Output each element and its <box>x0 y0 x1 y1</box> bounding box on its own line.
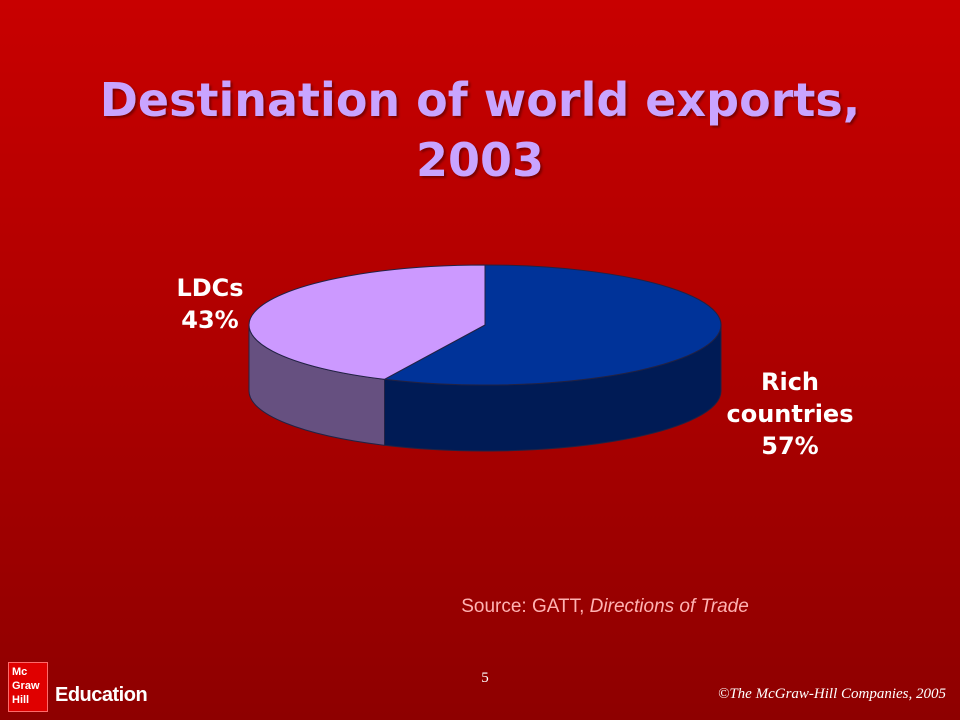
pie-slice-0 <box>382 264 722 386</box>
label-ldcs-name: LDCs <box>176 274 244 302</box>
source-prefix: Source: GATT, <box>461 596 590 617</box>
label-ldcs: LDCs 43% <box>150 272 270 336</box>
label-rich-name-line1: Rich <box>760 368 820 396</box>
logo-line-2: Graw <box>12 680 40 692</box>
logo-box: Mc Graw Hill <box>8 662 48 712</box>
copyright-notice: ©The McGraw-Hill Companies, 2005 <box>717 686 946 702</box>
title-line-1: Destination of world exports, <box>99 73 861 127</box>
logo-line-3: Hill <box>12 694 30 706</box>
page-number: 5 <box>481 670 489 686</box>
source-title: Directions of Trade <box>589 596 749 617</box>
label-rich-countries: Rich countries 57% <box>715 366 865 462</box>
logo-line-1: Mc <box>12 666 28 678</box>
label-ldcs-value: 43% <box>181 306 239 334</box>
slide-title: Destination of world exports, 2003 <box>80 70 880 190</box>
logo-education-text: Education <box>55 684 148 706</box>
pie-slice-1 <box>248 264 486 380</box>
label-rich-name-line2: countries <box>726 400 854 428</box>
source-note: Source: GATT, Directions of Trade <box>380 596 830 618</box>
label-rich-value: 57% <box>761 432 819 460</box>
title-line-2: 2003 <box>415 133 545 187</box>
